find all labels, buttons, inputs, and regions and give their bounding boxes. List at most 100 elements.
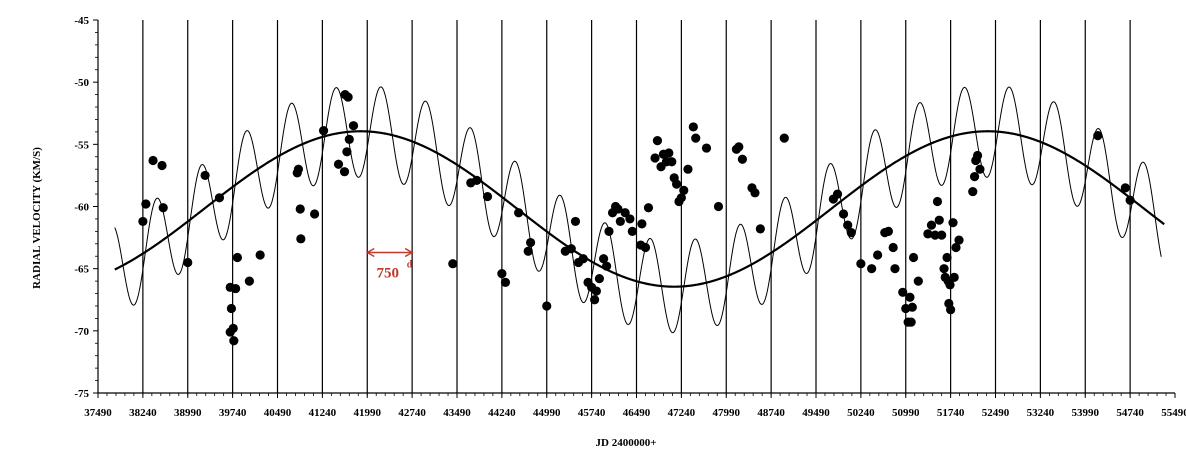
data-point <box>975 164 985 174</box>
data-point <box>255 250 265 260</box>
data-point <box>640 242 651 253</box>
data-point <box>926 220 937 230</box>
data-point <box>883 226 893 236</box>
data-point <box>309 209 320 219</box>
data-point <box>200 170 210 181</box>
annotation-750d: 750 d <box>365 247 414 282</box>
data-point <box>888 242 898 253</box>
x-tick-label: 53240 <box>1027 407 1055 419</box>
x-tick-label: 52490 <box>982 407 1010 419</box>
data-point <box>344 134 354 144</box>
data-point <box>832 189 843 199</box>
data-point <box>604 226 614 236</box>
data-point <box>141 199 151 209</box>
data-point <box>750 188 760 198</box>
data-point <box>601 261 612 271</box>
data-point <box>295 204 305 214</box>
data-point <box>542 301 552 311</box>
data-point <box>873 250 883 260</box>
annotation-arrowhead-right <box>404 247 414 258</box>
data-point <box>343 92 353 102</box>
data-point <box>627 226 637 236</box>
x-tick-label: 38240 <box>129 407 157 419</box>
data-point <box>228 323 238 333</box>
x-tick-label: 42740 <box>398 407 426 419</box>
tick-labels: -75 -70 -65 -60 -55 -50 -45 37490 38240 38990 3974… <box>74 15 1186 419</box>
data-point <box>671 179 682 189</box>
x-tick-label: 53990 <box>1072 407 1100 419</box>
data-point <box>333 159 344 169</box>
data-point <box>652 136 663 146</box>
data-point <box>570 216 581 227</box>
x-tick-label: 37490 <box>84 407 112 419</box>
data-point <box>838 209 849 219</box>
data-point <box>779 133 789 143</box>
data-point <box>226 303 237 314</box>
x-tick-label: 50240 <box>847 407 875 419</box>
data-point <box>232 252 243 263</box>
data-point <box>525 237 536 248</box>
combined-fit-curve <box>114 86 1162 334</box>
x-tick-label: 41990 <box>354 407 382 419</box>
x-tick-label: 47240 <box>668 407 696 419</box>
data-point <box>637 219 647 229</box>
data-point <box>566 244 576 254</box>
data-point <box>907 302 917 312</box>
data-point <box>472 175 482 185</box>
data-point <box>500 277 511 287</box>
data-point <box>650 153 660 163</box>
data-point <box>342 147 352 157</box>
data-point <box>158 203 168 213</box>
data-point <box>183 257 193 268</box>
x-tick-label: 48740 <box>757 407 785 419</box>
data-point <box>664 148 674 158</box>
data-point <box>497 269 507 279</box>
y-tick-label: -75 <box>74 388 89 400</box>
x-tick-label: 41240 <box>309 407 337 419</box>
data-point <box>949 272 959 282</box>
data-point <box>932 196 943 207</box>
y-tick-label: -55 <box>74 139 89 151</box>
x-tick-label: 45740 <box>578 407 606 419</box>
data-point <box>946 305 956 315</box>
x-tick-label: 54740 <box>1116 407 1144 419</box>
y-tick-label: -70 <box>74 326 89 338</box>
x-tick-label: 49490 <box>802 407 830 419</box>
data-point <box>157 160 167 171</box>
annotation-label: 750 <box>376 266 399 282</box>
data-point <box>591 286 602 296</box>
y-tick-label: -65 <box>74 264 89 276</box>
x-axis-label: JD 2400000+ <box>596 437 657 449</box>
data-point <box>318 126 329 136</box>
data-point <box>954 235 964 245</box>
data-point <box>613 204 623 214</box>
data-point <box>688 122 698 132</box>
data-point <box>1120 183 1130 193</box>
data-point <box>676 193 686 203</box>
axes <box>93 19 1176 398</box>
y-tick-label: -60 <box>74 202 89 214</box>
data-point <box>523 246 533 256</box>
data-point <box>969 172 980 182</box>
data-point <box>1093 131 1103 141</box>
data-point <box>913 276 923 286</box>
data-point <box>734 142 744 152</box>
data-point <box>923 229 933 239</box>
data-point <box>691 133 701 143</box>
data-point <box>737 154 748 164</box>
data-point <box>643 203 654 213</box>
x-tick-label: 50990 <box>892 407 920 419</box>
x-tick-label: 39740 <box>219 407 247 419</box>
data-point <box>937 230 947 240</box>
data-point <box>945 280 955 290</box>
y-tick-label: -45 <box>74 15 89 27</box>
data-point <box>214 193 225 203</box>
data-point <box>598 254 609 264</box>
data-point <box>701 143 712 153</box>
data-point <box>930 230 940 240</box>
data-point <box>590 295 600 305</box>
data-point <box>906 317 916 327</box>
data-point <box>939 264 949 274</box>
